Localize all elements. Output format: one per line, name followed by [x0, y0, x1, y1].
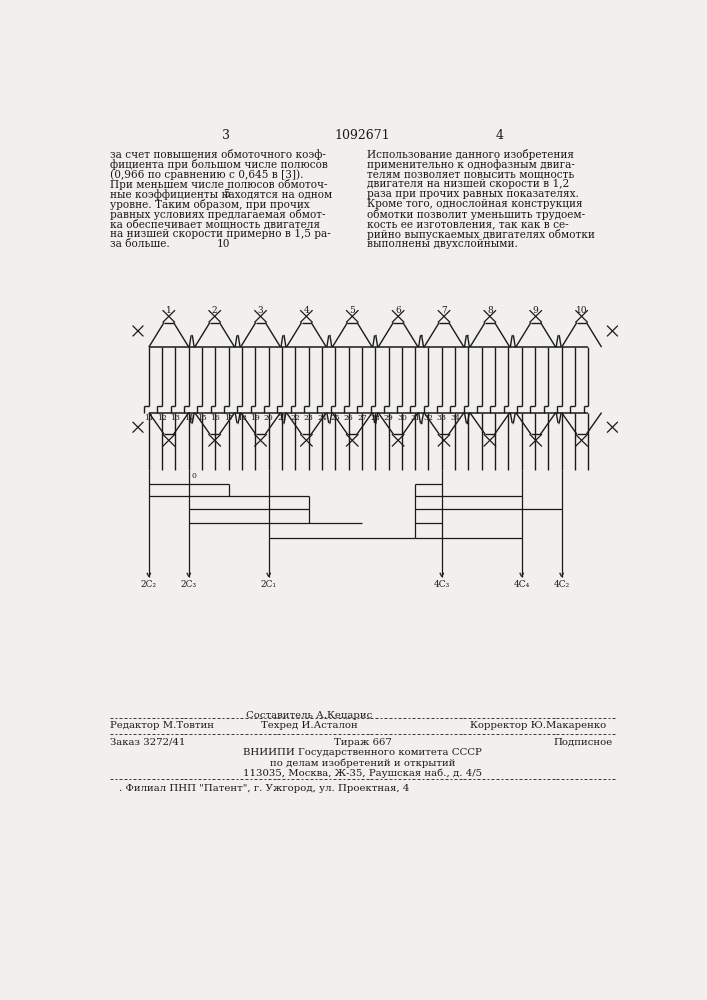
- Text: 4: 4: [303, 306, 309, 315]
- Text: двигателя на низшей скорости в 1,2: двигателя на низшей скорости в 1,2: [368, 179, 570, 189]
- Text: Составитель А.Кецарис: Составитель А.Кецарис: [246, 711, 373, 720]
- Text: фициента при большом числе полюсов: фициента при большом числе полюсов: [110, 159, 328, 170]
- Text: 31: 31: [410, 414, 420, 422]
- Text: Использование данного изобретения: Использование данного изобретения: [368, 149, 574, 160]
- Text: 13: 13: [170, 414, 180, 422]
- Text: 5: 5: [223, 189, 230, 199]
- Text: 27: 27: [357, 414, 367, 422]
- Text: 29: 29: [384, 414, 393, 422]
- Text: телям позволяет повысить мощность: телям позволяет повысить мощность: [368, 169, 575, 179]
- Text: 11: 11: [144, 414, 153, 422]
- Text: 1: 1: [166, 306, 172, 315]
- Text: обмотки позволит уменьшить трудоем-: обмотки позволит уменьшить трудоем-: [368, 209, 585, 220]
- Text: 4C₄: 4C₄: [513, 580, 530, 589]
- Text: 10: 10: [575, 306, 588, 315]
- Text: 3: 3: [258, 306, 263, 315]
- Text: 16: 16: [211, 414, 221, 422]
- Text: 12: 12: [157, 414, 167, 422]
- Text: 23: 23: [304, 414, 313, 422]
- Text: 26: 26: [344, 414, 354, 422]
- Text: 32: 32: [423, 414, 433, 422]
- Text: 30: 30: [397, 414, 407, 422]
- Text: ка обеспечивает мощность двигателя: ка обеспечивает мощность двигателя: [110, 219, 320, 230]
- Text: При меньшем числе полюсов обмоточ-: При меньшем числе полюсов обмоточ-: [110, 179, 327, 190]
- Text: ные коэффициенты находятся на одном: ные коэффициенты находятся на одном: [110, 189, 332, 200]
- Text: 2C₃: 2C₃: [181, 580, 197, 589]
- Text: Корректор Ю.Макаренко: Корректор Ю.Макаренко: [469, 721, 606, 730]
- Text: Заказ 3272/41: Заказ 3272/41: [110, 738, 185, 747]
- Text: 15: 15: [197, 414, 207, 422]
- Text: (0,966 по сравнению с 0,645 в [3]).: (0,966 по сравнению с 0,645 в [3]).: [110, 169, 303, 180]
- Text: 2C₂: 2C₂: [141, 580, 157, 589]
- Text: 14: 14: [184, 414, 194, 422]
- Text: 4C₂: 4C₂: [554, 580, 570, 589]
- Text: 0: 0: [192, 472, 197, 480]
- Text: 24: 24: [317, 414, 327, 422]
- Text: 2C₁: 2C₁: [261, 580, 276, 589]
- Text: 4C₃: 4C₃: [433, 580, 450, 589]
- Text: выполнены двухслойными.: выполнены двухслойными.: [368, 239, 518, 249]
- Text: кость ее изготовления, так как в се-: кость ее изготовления, так как в се-: [368, 219, 569, 229]
- Text: 33: 33: [437, 414, 447, 422]
- Text: 18: 18: [237, 414, 247, 422]
- Text: применительно к однофазным двига-: применительно к однофазным двига-: [368, 159, 575, 170]
- Text: Редактор М.Товтин: Редактор М.Товтин: [110, 721, 214, 730]
- Text: 6: 6: [395, 306, 401, 315]
- Text: 4: 4: [495, 129, 503, 142]
- Text: 3: 3: [221, 129, 230, 142]
- Text: 28: 28: [370, 414, 380, 422]
- Text: равных условиях предлагаемая обмот-: равных условиях предлагаемая обмот-: [110, 209, 326, 220]
- Text: 17: 17: [224, 414, 233, 422]
- Text: 25: 25: [330, 414, 340, 422]
- Text: 113035, Москва, Ж-35, Раушская наб., д. 4/5: 113035, Москва, Ж-35, Раушская наб., д. …: [243, 768, 482, 778]
- Text: 9: 9: [533, 306, 539, 315]
- Text: 8: 8: [487, 306, 493, 315]
- Text: по делам изобретений и открытий: по делам изобретений и открытий: [270, 758, 455, 768]
- Text: Тираж 667: Тираж 667: [334, 738, 392, 747]
- Text: 1092671: 1092671: [335, 129, 390, 142]
- Text: раза при прочих равных показателях.: раза при прочих равных показателях.: [368, 189, 579, 199]
- Text: ВНИИПИ Государственного комитета СССР: ВНИИПИ Государственного комитета СССР: [243, 748, 482, 757]
- Text: . Филиал ПНП "Патент", г. Ужгород, ул. Проектная, 4: . Филиал ПНП "Патент", г. Ужгород, ул. П…: [119, 784, 410, 793]
- Text: 7: 7: [441, 306, 447, 315]
- Text: рийно выпускаемых двигателях обмотки: рийно выпускаемых двигателях обмотки: [368, 229, 595, 240]
- Text: 34: 34: [450, 414, 460, 422]
- Text: за больше.: за больше.: [110, 239, 170, 249]
- Text: 21: 21: [277, 414, 287, 422]
- Text: 2: 2: [212, 306, 218, 315]
- Text: Подписное: Подписное: [554, 738, 613, 747]
- Text: Техред И.Асталон: Техред И.Асталон: [261, 721, 358, 730]
- Text: на низшей скорости примерно в 1,5 ра-: на низшей скорости примерно в 1,5 ра-: [110, 229, 331, 239]
- Text: 19: 19: [250, 414, 260, 422]
- Text: за счет повышения обмоточного коэф-: за счет повышения обмоточного коэф-: [110, 149, 326, 160]
- Text: 5: 5: [349, 306, 355, 315]
- Text: уровне. Таким образом, при прочих: уровне. Таким образом, при прочих: [110, 199, 310, 210]
- Text: Кроме того, однослойная конструкция: Кроме того, однослойная конструкция: [368, 199, 583, 209]
- Text: 22: 22: [291, 414, 300, 422]
- Text: 20: 20: [264, 414, 274, 422]
- Text: 10: 10: [217, 239, 230, 249]
